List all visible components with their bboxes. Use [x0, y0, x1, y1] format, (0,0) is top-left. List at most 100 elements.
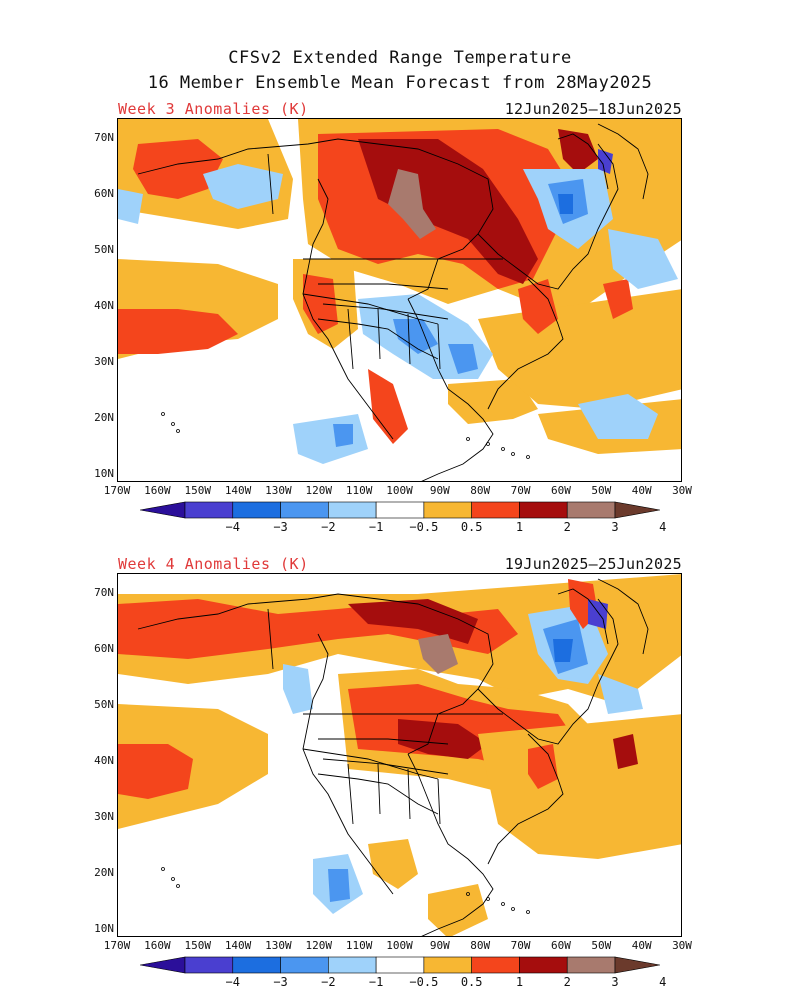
colorbar-label: −3	[273, 520, 288, 534]
anomaly-region	[448, 344, 478, 374]
anomaly-region	[118, 574, 681, 704]
island	[161, 867, 165, 871]
coastline	[302, 748, 439, 780]
anomaly-region	[303, 274, 338, 334]
week4-colorbar: −4 −3 −2 −1 −0.5 0.5 1 2 3 4	[139, 955, 666, 995]
anomaly-region	[328, 869, 350, 902]
lon-tick-label: 160W	[144, 484, 171, 497]
anomaly-region	[293, 414, 368, 464]
coastline	[137, 138, 494, 300]
colorbar-label: −1	[368, 520, 384, 534]
lon-tick-label: 70W	[510, 484, 531, 497]
colorbar-cell	[566, 956, 616, 974]
anomaly-region	[418, 634, 458, 674]
island	[526, 910, 530, 914]
colorbar-label: −4	[225, 520, 240, 534]
island	[176, 429, 180, 433]
colorbar-cell	[423, 956, 472, 974]
island	[486, 442, 490, 446]
island	[511, 452, 515, 456]
colorbar-svg	[139, 956, 661, 974]
coastline	[597, 123, 649, 200]
anomaly-region	[558, 194, 573, 214]
colorbar-label: 4	[659, 520, 667, 534]
colorbar-cell	[184, 956, 234, 974]
coastline	[302, 293, 439, 325]
week4-dates: 19Jun2025–25Jun2025	[504, 555, 682, 573]
anomaly-region	[603, 279, 633, 319]
colorbar-label: 2	[563, 520, 571, 534]
anomaly-region	[393, 319, 438, 354]
anomaly-region	[478, 714, 681, 859]
colorbar-label: 0.5	[460, 975, 483, 989]
lat-tick-label: 30N	[94, 355, 114, 368]
colorbar-cell	[280, 501, 329, 519]
lon-tick-label: 120W	[305, 939, 333, 952]
coastline	[477, 598, 619, 745]
anomaly-region	[118, 744, 193, 799]
anomaly-region	[333, 424, 353, 447]
lon-tick-label: 170W	[103, 484, 131, 497]
lon-tick-label: 40W	[631, 939, 652, 952]
colorbar-cell	[280, 956, 329, 974]
colorbar-label: −2	[321, 975, 336, 989]
lon-tick-label: 150W	[184, 484, 211, 497]
colorbar-label: −4	[225, 975, 240, 989]
lon-tick-label: 50W	[591, 484, 612, 497]
coastline	[267, 153, 274, 215]
anomaly-region	[118, 189, 143, 224]
anomaly-region	[448, 379, 538, 424]
colorbar-label: 3	[611, 520, 619, 534]
colorbar-cell	[232, 501, 281, 519]
lat-tick-label: 60N	[94, 187, 114, 200]
island	[466, 892, 470, 896]
chart-subtitle: 16 Member Ensemble Mean Forecast from 28…	[147, 73, 653, 93]
lon-tick-label: 130W	[265, 939, 292, 952]
island	[511, 907, 515, 911]
lat-tick-label: 20N	[94, 411, 114, 424]
colorbar-label: 0.5	[460, 520, 483, 534]
colorbar-label: 3	[611, 975, 619, 989]
lon-tick-label: 90W	[429, 484, 450, 497]
lon-tick-label: 60W	[550, 939, 571, 952]
lon-tick-label: 140W	[224, 939, 252, 952]
colorbar-cell	[614, 501, 661, 519]
island	[501, 902, 505, 906]
coastline	[302, 178, 394, 440]
lat-tick-label: 50N	[94, 698, 114, 711]
week3-map	[117, 118, 682, 482]
island	[501, 447, 505, 451]
colorbar-label: −0.5	[409, 975, 439, 989]
coastline	[557, 133, 609, 190]
lon-tick-label: 30W	[672, 484, 692, 497]
anomaly-region	[398, 719, 488, 759]
anomaly-region	[368, 839, 418, 889]
lat-tick-label: 60N	[94, 642, 114, 655]
colorbar-cell	[375, 501, 425, 519]
lon-tick-label: 130W	[265, 484, 292, 497]
lat-tick-label: 50N	[94, 243, 114, 256]
lon-tick-label: 120W	[305, 484, 333, 497]
coastline	[318, 283, 449, 320]
week3-label: Week 3 Anomalies (K)	[118, 100, 309, 118]
coastline	[137, 593, 494, 755]
colorbar-label: −0.5	[409, 520, 439, 534]
colorbar-cell	[471, 501, 520, 519]
coastline	[302, 633, 394, 895]
anomaly-region	[203, 164, 283, 209]
lon-tick-label: 100W	[386, 939, 413, 952]
coastline	[597, 578, 649, 655]
anomaly-region	[428, 884, 488, 936]
colorbar-label: 1	[515, 520, 524, 534]
week4-map	[117, 573, 682, 937]
map-svg	[118, 574, 681, 936]
colorbar-cell	[519, 956, 568, 974]
colorbar-cell	[184, 501, 234, 519]
anomaly-region	[528, 744, 558, 789]
coastline	[407, 753, 494, 936]
anomaly-region	[388, 169, 436, 239]
anomaly-region	[133, 139, 223, 199]
colorbar-cell	[139, 501, 186, 519]
chart-title: CFSv2 Extended Range Temperature	[228, 48, 572, 68]
coastline	[317, 318, 439, 360]
